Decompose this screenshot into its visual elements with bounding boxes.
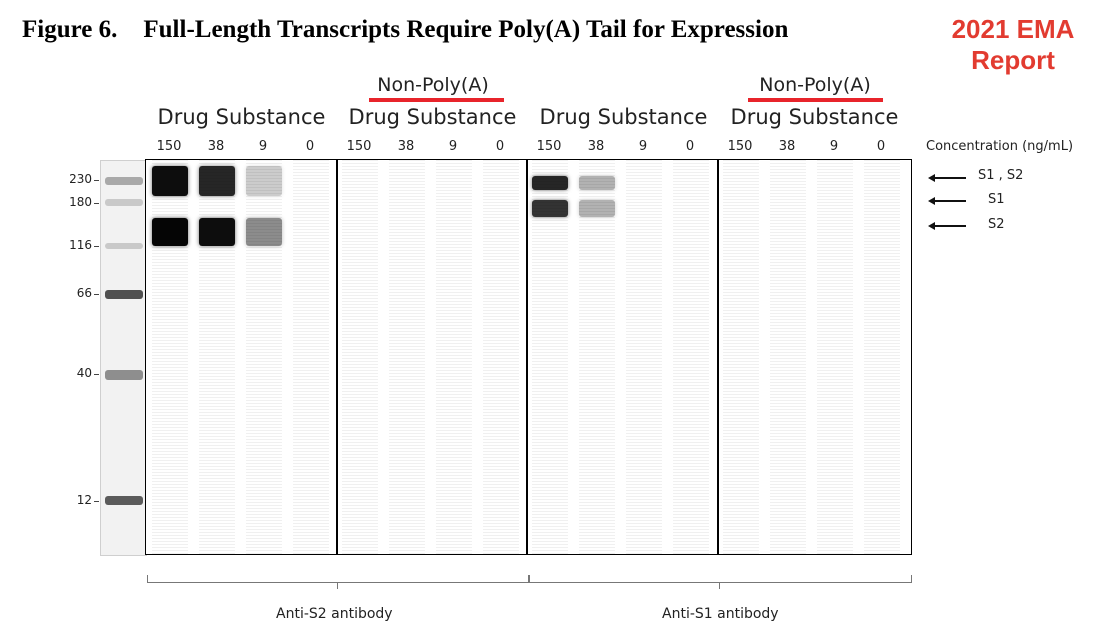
blot-lane <box>483 160 519 554</box>
panel-divider-3 <box>717 160 719 554</box>
non-polya-underline-1 <box>369 98 504 102</box>
blot-lane <box>864 160 900 554</box>
blot-lane <box>246 160 282 554</box>
blot-lane <box>342 160 378 554</box>
band-anti-s1-upper <box>532 176 568 190</box>
blot-lane <box>436 160 472 554</box>
panel-divider-1 <box>336 160 338 554</box>
band-anti-s2-upper <box>152 166 188 196</box>
arrow-s1s2-head <box>928 174 935 182</box>
concentration-label: 38 <box>587 139 605 154</box>
concentration-label: 9 <box>829 139 839 154</box>
ladder-band-66 <box>105 290 143 299</box>
arrow-s1-head <box>928 197 935 205</box>
panel-label-3: Drug Substance <box>539 105 708 129</box>
blot-lane <box>770 160 806 554</box>
ladder-band-40 <box>105 370 143 380</box>
concentration-label: 0 <box>305 139 315 154</box>
concentration-label: 0 <box>495 139 505 154</box>
band-label-s1: S1 <box>988 192 1005 207</box>
mw-label-66: 66 <box>76 286 92 300</box>
blot-lane <box>817 160 853 554</box>
mw-tick-40 <box>94 374 99 375</box>
concentration-label: 150 <box>156 139 182 154</box>
concentration-label: 9 <box>638 139 648 154</box>
non-polya-label-2: Non-Poly(A) <box>759 74 871 96</box>
concentration-label: 150 <box>727 139 753 154</box>
panel-label-2: Drug Substance <box>348 105 517 129</box>
band-anti-s2-upper <box>246 166 282 196</box>
blot-lane <box>579 160 615 554</box>
mw-ladder <box>100 160 147 556</box>
concentration-label: 9 <box>448 139 458 154</box>
blot-lane <box>293 160 329 554</box>
ladder-band-116 <box>105 243 143 249</box>
arrow-s2-head <box>928 222 935 230</box>
band-label-s2: S2 <box>988 217 1005 232</box>
brace-anti-s2 <box>147 575 529 583</box>
mw-label-116: 116 <box>69 238 92 252</box>
concentration-label: 0 <box>685 139 695 154</box>
mw-label-40: 40 <box>76 366 92 380</box>
concentration-unit: Concentration (ng/mL) <box>926 139 1074 154</box>
mw-label-230: 230 <box>69 172 92 186</box>
blot-lane <box>723 160 759 554</box>
brace-tick-anti-s1 <box>719 582 720 589</box>
blot-lane <box>532 160 568 554</box>
antibody-label-s2: Anti-S2 antibody <box>276 606 393 622</box>
band-anti-s2-lower <box>152 218 188 246</box>
blot-lane <box>673 160 709 554</box>
brace-tick-anti-s2 <box>337 582 338 589</box>
ladder-band-230 <box>105 177 143 185</box>
panel-divider-2 <box>526 160 528 554</box>
blot-lane <box>389 160 425 554</box>
concentration-label: 38 <box>778 139 796 154</box>
non-polya-underline-2 <box>748 98 883 102</box>
band-anti-s2-lower <box>246 218 282 246</box>
band-anti-s1-lower <box>579 200 615 217</box>
concentration-label: 38 <box>207 139 225 154</box>
antibody-label-s1: Anti-S1 antibody <box>662 606 779 622</box>
non-polya-label-1: Non-Poly(A) <box>377 74 489 96</box>
mw-tick-180 <box>94 203 99 204</box>
concentration-label: 150 <box>346 139 372 154</box>
ladder-band-180 <box>105 199 143 206</box>
brace-anti-s1 <box>529 575 912 583</box>
western-blot <box>145 159 912 555</box>
mw-label-12: 12 <box>76 493 92 507</box>
blot-lane <box>626 160 662 554</box>
band-anti-s1-upper <box>579 176 615 190</box>
source-note: 2021 EMA Report <box>951 14 1075 75</box>
band-anti-s2-lower <box>199 218 235 246</box>
concentration-label: 38 <box>397 139 415 154</box>
concentration-label: 0 <box>876 139 886 154</box>
band-anti-s1-lower <box>532 200 568 217</box>
mw-tick-116 <box>94 246 99 247</box>
arrow-s1s2 <box>934 177 966 179</box>
band-anti-s2-upper <box>199 166 235 196</box>
panel-label-1: Drug Substance <box>157 105 326 129</box>
mw-label-180: 180 <box>69 195 92 209</box>
arrow-s1 <box>934 200 966 202</box>
concentration-label: 150 <box>536 139 562 154</box>
ladder-band-12 <box>105 496 143 505</box>
band-label-s1s2: S1 , S2 <box>978 168 1024 183</box>
figure-title: Figure 6. Full-Length Transcripts Require… <box>22 16 788 44</box>
mw-tick-230 <box>94 180 99 181</box>
figure-title-text: Full-Length Transcripts Require Poly(A) … <box>143 16 789 43</box>
figure-number: Figure 6. <box>22 16 118 43</box>
concentration-label: 9 <box>258 139 268 154</box>
mw-tick-12 <box>94 501 99 502</box>
arrow-s2 <box>934 225 966 227</box>
mw-tick-66 <box>94 294 99 295</box>
panel-label-4: Drug Substance <box>730 105 899 129</box>
